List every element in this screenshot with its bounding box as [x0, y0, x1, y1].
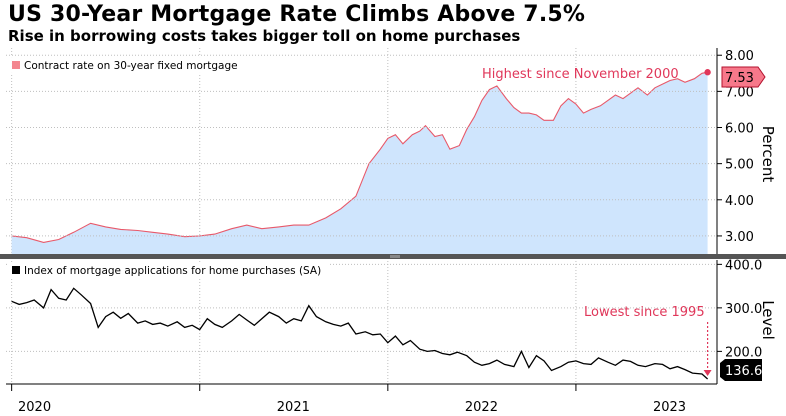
x-tick-label: 2022 [465, 400, 498, 415]
x-tick-label: 2020 [18, 400, 51, 415]
apps-last-value-label: 136.6 [725, 364, 762, 379]
chart-subtitle: Rise in borrowing costs takes bigger tol… [8, 27, 521, 45]
apps-series-line [11, 287, 709, 380]
rate-ytick-label: 7.00 [725, 85, 754, 100]
apps-ytick-label: 400.0 [725, 258, 762, 273]
chart-title: US 30-Year Mortgage Rate Climbs Above 7.… [8, 2, 586, 27]
rate-ytick-label: 5.00 [725, 158, 754, 173]
apps-annotation: Lowest since 1995 [584, 305, 705, 320]
rate-last-point [704, 69, 711, 76]
apps-ytick-label: 300.0 [725, 302, 762, 317]
apps-legend-swatch [12, 266, 20, 274]
rate-ytick-label: 8.00 [725, 49, 754, 64]
x-tick-label: 2023 [653, 400, 686, 415]
rate-ytick-label: 6.00 [725, 122, 754, 137]
rate-annotation: Highest since November 2000 [482, 67, 679, 82]
rate-ylabel: Percent [759, 126, 777, 183]
apps-last-value-tag [720, 359, 762, 381]
x-tick-label: 2021 [277, 400, 310, 415]
rate-area-fill [11, 72, 708, 254]
rate-ytick-label: 3.00 [725, 230, 754, 245]
panel-divider-handle [390, 255, 400, 258]
rate-legend-label: Contract rate on 30-year fixed mortgage [24, 60, 238, 72]
rate-ytick-label: 4.00 [725, 194, 754, 209]
rate-series-line [11, 71, 708, 243]
apps-legend-box [8, 262, 328, 278]
rate-last-value-label: 7.53 [725, 71, 754, 86]
apps-annotation-arrowhead [703, 369, 712, 376]
apps-ytick-label: 200.0 [725, 345, 762, 360]
apps-ylabel: Level [759, 300, 777, 340]
rate-legend-box [8, 56, 246, 74]
apps-legend-label: Index of mortgage applications for home … [24, 265, 321, 277]
rate-last-value-tag [721, 66, 766, 88]
rate-legend-swatch [12, 61, 20, 69]
